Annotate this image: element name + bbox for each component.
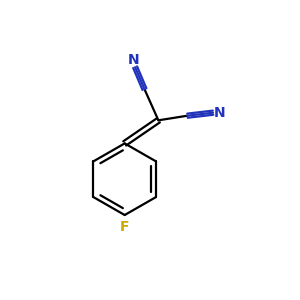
- Text: F: F: [120, 220, 129, 234]
- Text: N: N: [128, 53, 140, 67]
- Text: N: N: [214, 106, 226, 120]
